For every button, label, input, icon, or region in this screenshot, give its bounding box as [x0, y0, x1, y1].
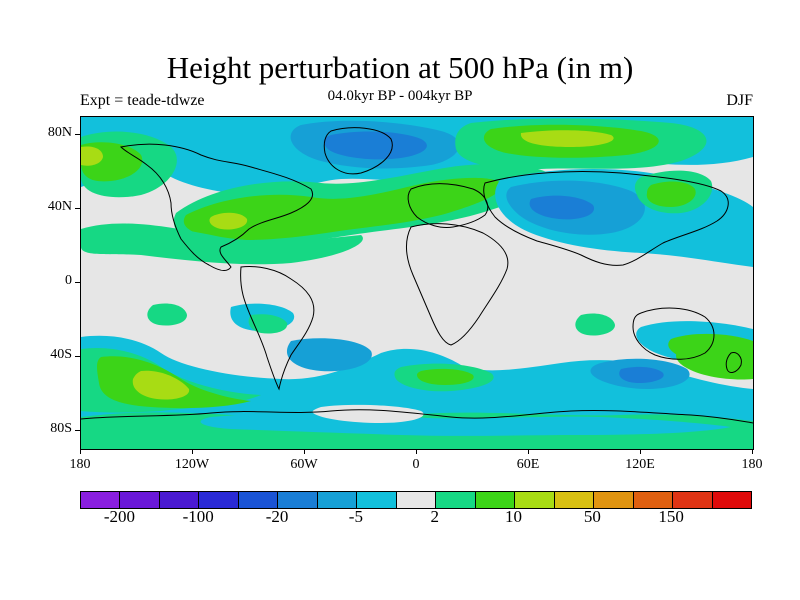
lon-tick-mark	[192, 449, 193, 454]
lon-tick-label: 120E	[625, 457, 655, 472]
colorbar-tick-label: -5	[348, 507, 363, 526]
contour-so-blue-1	[286, 338, 372, 372]
colorbar-swatch	[396, 492, 437, 508]
colorbar-swatch	[278, 492, 318, 508]
coast-new-zealand	[725, 352, 742, 373]
coast-north-america	[119, 143, 313, 272]
coast-antarctica	[81, 409, 753, 424]
colorbar-swatch	[475, 492, 516, 508]
colorbar-tick-label: 50	[583, 507, 601, 526]
colorbar-swatch	[357, 492, 397, 508]
colorbar-swatch	[673, 492, 713, 508]
contour-tropics-green-3	[575, 313, 615, 336]
colorbar-swatch	[436, 492, 476, 508]
colorbar-swatch	[712, 492, 751, 508]
contour-so-green-4	[417, 368, 474, 385]
experiment-label: Expt = teade-tdwze	[80, 92, 205, 109]
contour-fills	[81, 117, 753, 449]
coast-greenland	[323, 127, 393, 175]
contour-nwpac-green-2	[646, 181, 696, 207]
contour-tropics-green-1	[147, 303, 187, 326]
lon-tick-label: 180	[741, 457, 763, 472]
contour-atlantic-green-2	[183, 177, 502, 240]
contour-so-blue-3	[619, 366, 664, 383]
lon-tick-mark	[752, 449, 753, 454]
lat-tick-mark	[75, 355, 80, 357]
colorbar-tick-label: -20	[265, 507, 289, 526]
lon-tick-mark	[640, 449, 641, 454]
map-panel	[80, 116, 754, 450]
colorbar-tick-label: 150	[658, 507, 684, 526]
contour-nz-green	[676, 346, 753, 380]
colorbar-swatch	[594, 492, 634, 508]
coast-australia	[632, 307, 715, 360]
lat-tick-label: 0	[65, 273, 72, 288]
colorbar-swatch	[120, 492, 160, 508]
contour-tropics-green-2	[248, 314, 288, 334]
lat-tick-label: 40S	[50, 346, 72, 362]
contour-arctic-yellow	[520, 130, 614, 147]
contour-npac-yellow	[81, 146, 103, 166]
lon-tick-mark	[528, 449, 529, 454]
colorbar-swatch	[238, 492, 279, 508]
plot-subtitle: 04.0kyr BP - 004kyr BP	[327, 88, 473, 104]
lon-tick-label: 60W	[290, 457, 318, 472]
plot-title: Height perturbation at 500 hPa (in m)	[166, 50, 634, 85]
lat-tick-label: 80S	[50, 420, 72, 436]
coast-africa	[406, 223, 509, 346]
lat-tick-mark	[75, 134, 80, 136]
colorbar-swatch	[159, 492, 200, 508]
colorbar-swatch	[317, 492, 358, 508]
coast-europe	[407, 183, 489, 228]
contour-asia-blue-2	[529, 195, 595, 220]
colorbar-tick-label: -100	[182, 507, 214, 526]
lat-tick-mark	[75, 429, 80, 431]
lon-tick-mark	[304, 449, 305, 454]
lon-tick-label: 0	[412, 457, 420, 472]
lat-tick-label: 80N	[47, 125, 72, 141]
lon-tick-mark	[416, 449, 417, 454]
colorbar-tick-label: 2	[430, 507, 439, 526]
colorbar-swatch	[515, 492, 555, 508]
coastlines	[81, 127, 753, 424]
height-perturbation-field	[81, 117, 753, 449]
lon-tick-mark	[80, 449, 81, 454]
lon-tick-label: 60E	[516, 457, 540, 472]
lat-tick-mark	[75, 282, 80, 283]
colorbar-swatch	[554, 492, 595, 508]
coast-south-america	[240, 266, 315, 391]
lat-tick-label: 40N	[47, 199, 72, 215]
colorbar-swatch	[633, 492, 674, 508]
season-label: DJF	[726, 92, 753, 109]
contour-arctic-blue-2	[323, 131, 427, 160]
lon-tick-label: 120W	[174, 457, 210, 472]
coast-asia	[483, 170, 729, 266]
contour-tropics-green	[81, 223, 363, 265]
contour-so-yellow	[132, 370, 190, 400]
contour-antarctic-gray	[312, 404, 424, 423]
colorbar	[80, 491, 752, 509]
colorbar-tick-label: 10	[505, 507, 523, 526]
lon-tick-label: 180	[69, 457, 91, 472]
contour-atlantic-yellow	[209, 212, 248, 230]
lat-tick-mark	[75, 208, 80, 210]
colorbar-swatch	[81, 492, 121, 508]
colorbar-tick-label: -200	[103, 507, 135, 526]
colorbar-swatch	[199, 492, 239, 508]
